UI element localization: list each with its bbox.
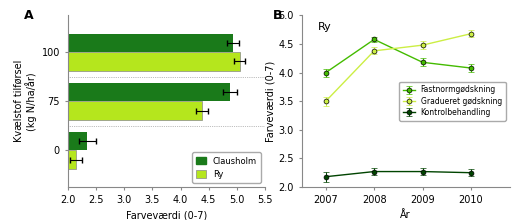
Bar [68,52,240,71]
Bar [68,33,233,52]
Text: A: A [24,9,34,22]
Bar [68,101,202,120]
Y-axis label: Kvælstof tilførsel
(kg N/ha/år): Kvælstof tilførsel (kg N/ha/år) [14,60,37,142]
Text: Ry: Ry [318,22,332,32]
Legend: Clausholm, Ry: Clausholm, Ry [192,152,261,183]
X-axis label: År: År [400,210,411,220]
Bar [68,82,230,101]
Text: B: B [272,9,282,22]
X-axis label: Farveværdi (0-7): Farveværdi (0-7) [126,210,207,220]
Y-axis label: Farveværdi (0-7): Farveværdi (0-7) [266,61,276,142]
Legend: Fastnormgødskning, Gradueret gødskning, Kontrolbehandling: Fastnormgødskning, Gradueret gødskning, … [399,82,506,121]
Bar [68,150,76,169]
Bar [68,132,87,150]
